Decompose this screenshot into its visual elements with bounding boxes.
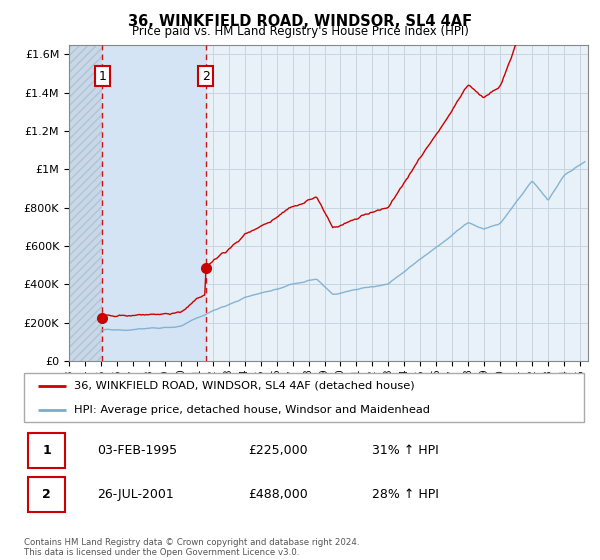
FancyBboxPatch shape — [28, 433, 65, 468]
Bar — [69, 45, 103, 361]
Text: 1: 1 — [42, 444, 51, 457]
Text: £488,000: £488,000 — [248, 488, 308, 501]
Text: 26-JUL-2001: 26-JUL-2001 — [97, 488, 173, 501]
Text: 2: 2 — [42, 488, 51, 501]
Text: 28% ↑ HPI: 28% ↑ HPI — [372, 488, 439, 501]
Text: 03-FEB-1995: 03-FEB-1995 — [97, 444, 177, 457]
Text: Contains HM Land Registry data © Crown copyright and database right 2024.
This d: Contains HM Land Registry data © Crown c… — [24, 538, 359, 557]
Text: £225,000: £225,000 — [248, 444, 308, 457]
FancyBboxPatch shape — [28, 477, 65, 512]
FancyBboxPatch shape — [24, 374, 584, 422]
Text: HPI: Average price, detached house, Windsor and Maidenhead: HPI: Average price, detached house, Wind… — [74, 405, 430, 415]
Text: Price paid vs. HM Land Registry's House Price Index (HPI): Price paid vs. HM Land Registry's House … — [131, 25, 469, 38]
Text: 1: 1 — [98, 70, 106, 83]
Bar — [103, 45, 206, 361]
Bar — [69, 45, 103, 361]
Text: 31% ↑ HPI: 31% ↑ HPI — [372, 444, 439, 457]
Text: 36, WINKFIELD ROAD, WINDSOR, SL4 4AF: 36, WINKFIELD ROAD, WINDSOR, SL4 4AF — [128, 14, 472, 29]
Text: 2: 2 — [202, 70, 210, 83]
Text: 36, WINKFIELD ROAD, WINDSOR, SL4 4AF (detached house): 36, WINKFIELD ROAD, WINDSOR, SL4 4AF (de… — [74, 380, 415, 390]
